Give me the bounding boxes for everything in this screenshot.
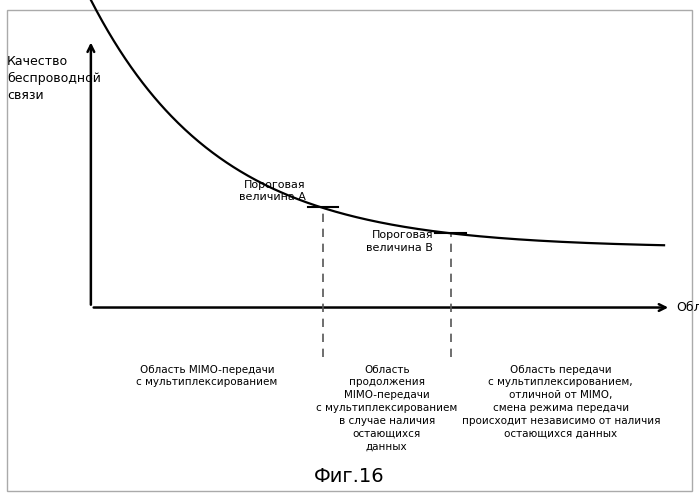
Text: Пороговая
величина В: Пороговая величина В — [366, 230, 433, 252]
Text: Область: Область — [677, 301, 699, 314]
Text: Фиг.16: Фиг.16 — [314, 467, 385, 486]
Text: Область
продолжения
MIMO-передачи
с мультиплексированием
в случае наличия
остающ: Область продолжения MIMO-передачи с муль… — [316, 365, 457, 451]
Text: Область MIMO-передачи
с мультиплексированием: Область MIMO-передачи с мультиплексирова… — [136, 365, 278, 387]
Text: Пороговая
величина А: Пороговая величина А — [238, 180, 305, 202]
Text: Область передачи
с мультиплексированием,
отличной от MIMO,
смена режима передачи: Область передачи с мультиплексированием,… — [461, 365, 660, 438]
Text: Качество
беспроводной
связи: Качество беспроводной связи — [7, 55, 101, 102]
